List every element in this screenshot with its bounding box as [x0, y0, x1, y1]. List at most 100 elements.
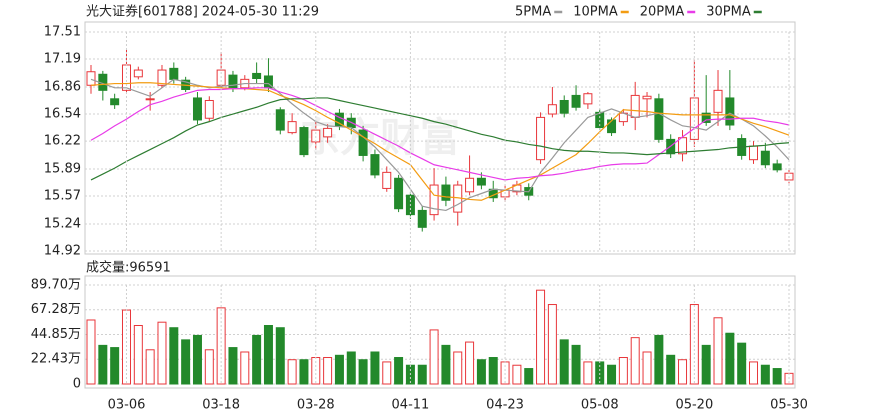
candle-body [713, 89, 723, 113]
candle-body [110, 98, 120, 106]
y-tick-label: 15.89 [44, 161, 81, 176]
candle-body [358, 129, 368, 156]
volume-bar [524, 368, 534, 385]
x-tick-label: 03-28 [297, 398, 335, 413]
candle-body [630, 94, 640, 118]
legend-label: 10PMA [573, 5, 618, 20]
volume-bar [394, 357, 404, 385]
candle-body [678, 137, 688, 155]
volume-bar [110, 347, 120, 385]
candle-body [607, 119, 617, 134]
volume-bar [417, 364, 427, 385]
price-frame [84, 21, 796, 255]
volume-frame [84, 275, 796, 389]
volume-bar [772, 368, 782, 385]
volume-bar [98, 344, 108, 385]
watermark: 东方财富 [300, 115, 460, 161]
volume-bar [157, 321, 167, 385]
y-tick-label: 17.51 [44, 25, 81, 40]
candle-body [417, 209, 427, 228]
volume-bar [453, 351, 463, 385]
y-tick-label: 16.22 [44, 134, 81, 149]
volume-bar [571, 344, 581, 385]
candle-body [429, 184, 439, 216]
y-tick-label: 14.92 [44, 244, 81, 259]
candle-body [536, 116, 546, 161]
candle-body [287, 121, 297, 134]
candle-body [86, 71, 96, 86]
candle-body [547, 104, 557, 115]
volume-bar [323, 357, 333, 385]
volume-bar [512, 364, 522, 385]
volume-bar [725, 332, 735, 385]
volume-title: 成交量:96591 [86, 260, 171, 276]
volume-bar [299, 359, 309, 385]
legend-label: 20PMA [640, 5, 685, 20]
candle-body [701, 112, 711, 123]
x-tick-label: 04-23 [486, 398, 524, 413]
volume-bar [666, 354, 676, 385]
volume-bar [713, 317, 723, 385]
y-tick-label: 44.85万 [31, 327, 81, 342]
candle-body [760, 150, 770, 166]
y-tick-label: 15.24 [44, 216, 81, 231]
volume-bar [240, 351, 250, 385]
volume-bar [559, 339, 569, 385]
candle-body [323, 127, 333, 138]
candle-body [465, 177, 475, 193]
volume-bar [275, 327, 285, 385]
volume-bar [181, 339, 191, 385]
volume-bar [583, 361, 593, 385]
volume-bar [169, 327, 179, 385]
candle-body [571, 94, 581, 108]
legend-label: 5PMA [515, 5, 551, 20]
volume-bar [547, 304, 557, 385]
volume-bar [476, 359, 486, 385]
candle-body [476, 177, 486, 186]
candle-body [228, 74, 238, 90]
volume-bar [358, 359, 368, 385]
candle-body [441, 184, 451, 201]
volume-bar [441, 344, 451, 385]
chart-title: 光大证券[601788] 2024-05-30 11:29 [86, 4, 319, 20]
volume-bar [630, 337, 640, 385]
y-tick-label: 67.28万 [31, 302, 81, 317]
volume-bar [654, 334, 664, 385]
x-tick-label: 03-18 [202, 398, 240, 413]
candle-body [583, 93, 593, 105]
candle-body [370, 154, 380, 176]
candle-body [145, 98, 155, 101]
y-tick-label: 0 [73, 377, 81, 392]
x-tick-label: 03-06 [108, 398, 146, 413]
y-tick-label: 15.57 [44, 189, 81, 204]
x-tick-label: 04-11 [392, 398, 430, 413]
volume-bar [678, 359, 688, 385]
candle-body [133, 69, 143, 78]
candle-body [749, 145, 759, 161]
volume-bar [346, 351, 356, 385]
volume-bar [642, 351, 652, 385]
x-tick-label: 05-20 [675, 398, 713, 413]
ma-line [90, 82, 790, 201]
volume-bar [228, 347, 238, 385]
volume-bar [737, 342, 747, 385]
volume-bar [607, 364, 617, 385]
candle-body [642, 95, 652, 100]
volume-bar [618, 357, 628, 385]
legend-label: 30PMA [706, 5, 751, 20]
candle-body [169, 67, 179, 80]
candle-body [252, 72, 262, 80]
volume-bar [488, 357, 498, 385]
volume-bar [370, 351, 380, 385]
volume-bar [287, 359, 297, 385]
y-tick-label: 16.54 [44, 107, 81, 122]
candle-body [725, 97, 735, 126]
volume-bar [536, 289, 546, 385]
x-tick-label: 05-08 [581, 398, 619, 413]
volume-bar [145, 349, 155, 385]
volume-bar [689, 304, 699, 385]
ma-line [90, 97, 790, 181]
candle-body [654, 98, 664, 140]
candle-body [559, 99, 569, 114]
candle-body [394, 177, 404, 210]
